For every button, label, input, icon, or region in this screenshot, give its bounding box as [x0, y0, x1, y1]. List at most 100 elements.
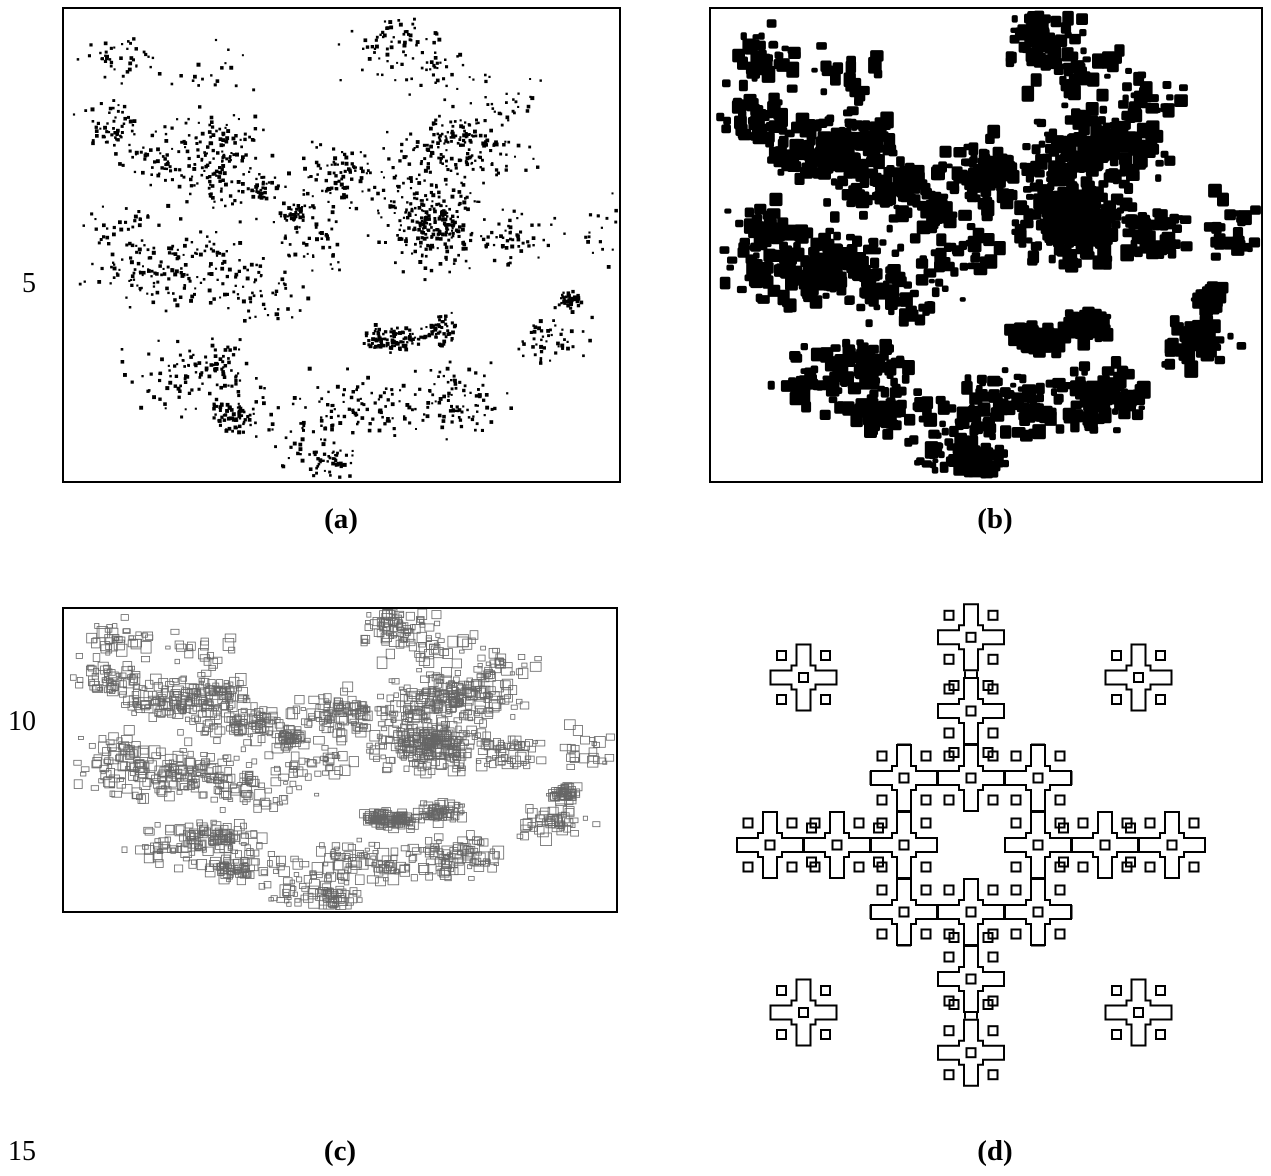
- building: [141, 375, 143, 377]
- outline: [315, 771, 321, 776]
- building: [478, 156, 481, 159]
- building: [532, 236, 536, 240]
- building: [254, 278, 257, 281]
- building-blob: [1114, 44, 1124, 57]
- building: [451, 105, 454, 108]
- building: [206, 152, 208, 154]
- building-blob: [1164, 156, 1175, 166]
- building: [235, 285, 237, 287]
- building: [282, 465, 286, 469]
- building-blob: [752, 123, 764, 138]
- building: [343, 463, 347, 467]
- building: [530, 224, 533, 227]
- building-blob: [1014, 200, 1027, 215]
- building-blob: [775, 52, 784, 59]
- building: [113, 267, 117, 271]
- building: [287, 254, 290, 257]
- building: [577, 304, 580, 307]
- building: [358, 409, 361, 412]
- outline: [149, 713, 157, 721]
- building: [102, 223, 106, 227]
- building: [255, 377, 258, 380]
- building-blob: [1054, 394, 1064, 403]
- building: [457, 216, 459, 218]
- building: [250, 263, 254, 267]
- building-blob: [969, 150, 975, 155]
- building: [517, 238, 521, 242]
- outline: [516, 669, 522, 675]
- building: [175, 303, 179, 307]
- building: [326, 165, 328, 167]
- building-blob: [1083, 56, 1091, 62]
- building: [340, 196, 344, 200]
- building: [551, 334, 553, 336]
- building-blob: [904, 438, 912, 447]
- building: [333, 172, 336, 175]
- building: [528, 146, 531, 149]
- building: [448, 271, 451, 274]
- building-blob: [967, 439, 978, 447]
- building: [425, 38, 427, 40]
- building: [123, 105, 126, 108]
- building-blob: [1070, 367, 1079, 377]
- building-blob: [896, 356, 904, 366]
- building: [237, 180, 241, 184]
- building: [417, 343, 420, 346]
- building-blob: [1110, 157, 1119, 166]
- building-blob: [920, 255, 928, 263]
- building: [332, 451, 334, 453]
- building: [315, 161, 319, 165]
- building-blob: [944, 243, 952, 252]
- building: [153, 247, 156, 250]
- building: [164, 179, 167, 182]
- building: [543, 346, 546, 349]
- building: [329, 474, 332, 477]
- building-blob: [733, 98, 742, 105]
- building: [438, 325, 441, 328]
- building: [446, 325, 448, 327]
- building-blob: [1046, 239, 1053, 246]
- building: [306, 192, 310, 196]
- building: [458, 203, 461, 206]
- building: [243, 319, 247, 323]
- building-blob: [1227, 333, 1233, 340]
- building: [375, 339, 379, 343]
- outline: [589, 748, 597, 756]
- building: [341, 151, 343, 153]
- building: [464, 395, 466, 397]
- building: [355, 388, 358, 391]
- building: [509, 262, 512, 265]
- building: [425, 222, 428, 225]
- building: [374, 401, 377, 404]
- building: [335, 220, 338, 223]
- building: [390, 45, 394, 49]
- building: [79, 283, 82, 286]
- building-blob: [816, 42, 827, 50]
- building: [482, 238, 485, 241]
- building: [484, 244, 488, 248]
- building: [444, 242, 447, 245]
- building: [94, 218, 96, 220]
- building-blob: [995, 445, 1004, 455]
- building: [127, 116, 130, 119]
- building: [249, 296, 253, 300]
- building: [162, 155, 165, 158]
- building: [212, 207, 214, 209]
- building: [414, 393, 417, 396]
- building: [439, 397, 443, 401]
- building: [200, 371, 203, 374]
- building: [176, 340, 179, 343]
- building: [127, 228, 130, 231]
- building-blob: [856, 304, 865, 312]
- building-blob: [1092, 223, 1100, 229]
- building: [277, 184, 280, 187]
- outline: [349, 757, 358, 767]
- building: [135, 251, 138, 254]
- building: [488, 76, 490, 78]
- building: [420, 230, 424, 234]
- building: [348, 408, 351, 411]
- building-blob: [1010, 35, 1020, 44]
- building: [366, 376, 370, 380]
- building-blob: [945, 404, 957, 412]
- building: [539, 319, 543, 323]
